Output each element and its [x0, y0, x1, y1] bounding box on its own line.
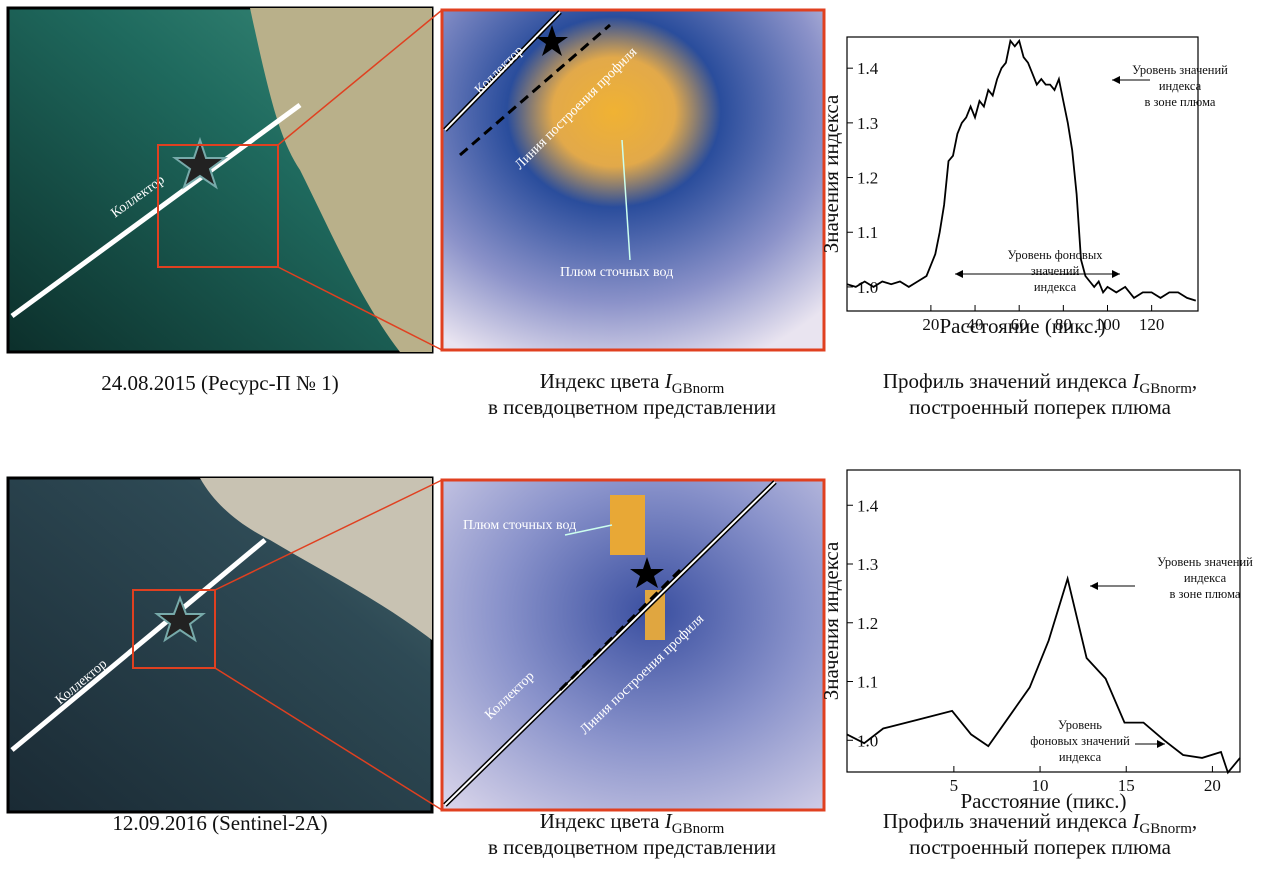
y-tick-label: 1.3 [857, 555, 878, 574]
y-tick-label: 1.3 [857, 114, 878, 133]
x-tick-label: 100 [1095, 315, 1121, 334]
charts: 1.0 1.1 1.2 1.3 1.4 20 40 60 80 100 120 Расстояние … [819, 36, 1253, 813]
plot-frame [846, 36, 1199, 312]
caption-text: Профиль значений индекса [883, 369, 1133, 393]
index-symbol: I [1131, 809, 1140, 833]
arrow-head [955, 270, 963, 278]
caption-text: Индекс цвета [540, 369, 665, 393]
x-tick-label: 20 [922, 315, 939, 334]
data-line [846, 575, 1241, 775]
caption-line: Индекс цвета IGBnorm [540, 369, 725, 397]
caption-text: , [1192, 369, 1197, 393]
plume-label: Плюм сточных вод [560, 265, 673, 280]
y-tick-label: 1.2 [857, 169, 878, 188]
y-tick-label: 1.0 [857, 278, 878, 297]
row-1-images: Коллектор Коллектор Линия построения про… [6, 6, 826, 354]
star [536, 25, 568, 56]
caption-line: построенный поперек плюма [909, 835, 1172, 859]
x-tick-label: 20 [1204, 776, 1221, 795]
annotation: в зоне плюма [1145, 95, 1216, 109]
collector-line [444, 481, 776, 806]
zoom-line [214, 479, 443, 591]
x-tick-label: 5 [950, 776, 959, 795]
plume-arrow [621, 139, 631, 261]
x-tick-label: 40 [967, 315, 984, 334]
arrow-head [1157, 740, 1165, 748]
plume-patch [610, 495, 645, 555]
y-tick-label: 1.1 [857, 223, 878, 242]
index-symbol: I [664, 369, 673, 393]
annotation: индекса [1159, 79, 1202, 93]
caption-line: Профиль значений индекса IGBnorm, [883, 369, 1197, 397]
y-tick-label: 1.4 [857, 59, 879, 78]
annotation: индекса [1059, 750, 1102, 764]
y-tick-label: 1.1 [857, 673, 878, 692]
arrow-head [1090, 582, 1098, 590]
annotation: значений [1031, 264, 1080, 278]
zoom-box [157, 144, 279, 268]
caption-text: , [1192, 809, 1197, 833]
y-tick-label: 1.2 [857, 614, 878, 633]
date-caption: 24.08.2015 (Ресурс-П № 1) [101, 371, 339, 395]
star [630, 557, 664, 588]
x-tick-label: 120 [1139, 315, 1165, 334]
annotation: фоновых значений [1030, 734, 1130, 748]
plot-frame [846, 469, 1241, 773]
annotation: индекса [1184, 571, 1227, 585]
star [154, 595, 206, 643]
x-tick-label: 60 [1011, 315, 1028, 334]
caption-text: Профиль значений индекса [883, 809, 1133, 833]
caption-line: Индекс цвета IGBnorm [540, 809, 725, 837]
star [171, 136, 229, 190]
date-caption: 12.09.2016 (Sentinel-2A) [112, 811, 327, 835]
caption-line: в псевдоцветном представлении [488, 835, 776, 859]
zoom-box [132, 589, 216, 669]
collector-line [10, 538, 267, 752]
data-line [846, 38, 1197, 302]
arrow-head [1112, 76, 1120, 84]
land [200, 478, 432, 640]
index-subscript: GBnorm [672, 821, 725, 837]
index-subscript: GBnorm [1139, 821, 1192, 837]
index-symbol: I [664, 809, 673, 833]
zoom-line [277, 266, 443, 351]
row-2-images: Коллектор Коллектор Линия построения про… [6, 476, 826, 814]
index-subscript: GBnorm [672, 381, 725, 397]
profile-line [558, 568, 682, 692]
annotation: Уровень значений [1132, 63, 1228, 77]
x-tick-label: 10 [1032, 776, 1049, 795]
y-axis-label: Значения индекса [819, 94, 843, 253]
caption-line: в псевдоцветном представлении [488, 395, 776, 419]
annotation: Уровень фоновых [1008, 248, 1104, 262]
annotation: Уровень [1058, 718, 1102, 732]
x-axis-label: Расстояние (пикс.) [939, 314, 1105, 338]
index-symbol: I [1131, 369, 1140, 393]
arrow-head [1112, 270, 1120, 278]
land [250, 8, 432, 352]
zoom-line [277, 9, 443, 146]
caption-line: Профиль значений индекса IGBnorm, [883, 809, 1197, 837]
profile-line [459, 23, 611, 157]
plume-label: Плюм сточных вод [463, 518, 576, 533]
collector-line [10, 102, 302, 319]
caption-text: Индекс цвета [540, 809, 665, 833]
collector-line [444, 11, 561, 131]
y-tick-label: 1.4 [857, 496, 879, 515]
plume-arrow [564, 524, 613, 536]
x-tick-label: 15 [1118, 776, 1135, 795]
zoom-line [214, 667, 443, 811]
x-tick-label: 80 [1055, 315, 1072, 334]
index-subscript: GBnorm [1139, 381, 1192, 397]
annotation: индекса [1034, 280, 1077, 294]
y-axis-label: Значения индекса [819, 541, 843, 700]
caption-line: построенный поперек плюма [909, 395, 1172, 419]
annotation: Уровень значений [1157, 555, 1253, 569]
x-axis-label: Расстояние (пикс.) [960, 789, 1126, 813]
annotation: в зоне плюма [1170, 587, 1241, 601]
